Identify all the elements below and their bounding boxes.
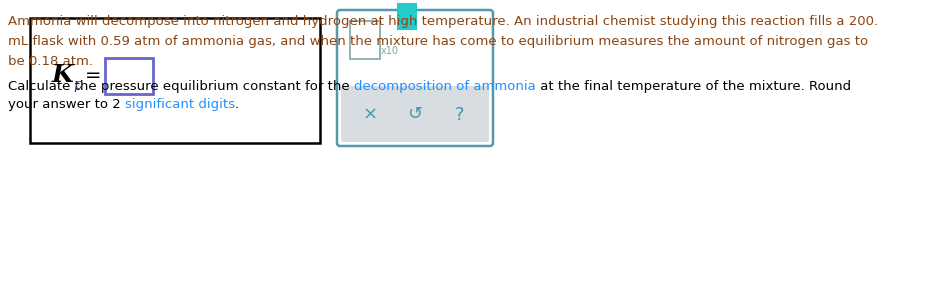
Text: x10: x10 (381, 46, 399, 56)
Text: .: . (235, 98, 239, 111)
Text: K: K (52, 63, 74, 88)
Text: at the final temperature of the mixture. Round: at the final temperature of the mixture.… (536, 80, 851, 93)
Text: ↺: ↺ (408, 105, 423, 123)
FancyBboxPatch shape (398, 4, 416, 29)
Text: be 0.18 atm.: be 0.18 atm. (8, 55, 93, 68)
Text: Calculate the pressure equilibrium constant for the: Calculate the pressure equilibrium const… (8, 80, 354, 93)
Text: ?: ? (455, 105, 464, 123)
FancyBboxPatch shape (105, 58, 153, 94)
Text: ×: × (362, 105, 377, 123)
Text: Ammonia will decompose into nitrogen and hydrogen at high temperature. An indust: Ammonia will decompose into nitrogen and… (8, 15, 878, 28)
FancyBboxPatch shape (350, 21, 380, 59)
Text: your answer to 2: your answer to 2 (8, 98, 125, 111)
Text: decomposition of ammonia: decomposition of ammonia (354, 80, 536, 93)
Text: mL flask with 0.59 atm of ammonia gas, and when the mixture has come to equilibr: mL flask with 0.59 atm of ammonia gas, a… (8, 35, 868, 48)
FancyBboxPatch shape (341, 86, 489, 142)
Text: p: p (73, 78, 82, 92)
FancyBboxPatch shape (30, 18, 320, 143)
Text: =: = (85, 66, 101, 85)
FancyBboxPatch shape (337, 10, 493, 146)
Text: significant digits: significant digits (125, 98, 235, 111)
